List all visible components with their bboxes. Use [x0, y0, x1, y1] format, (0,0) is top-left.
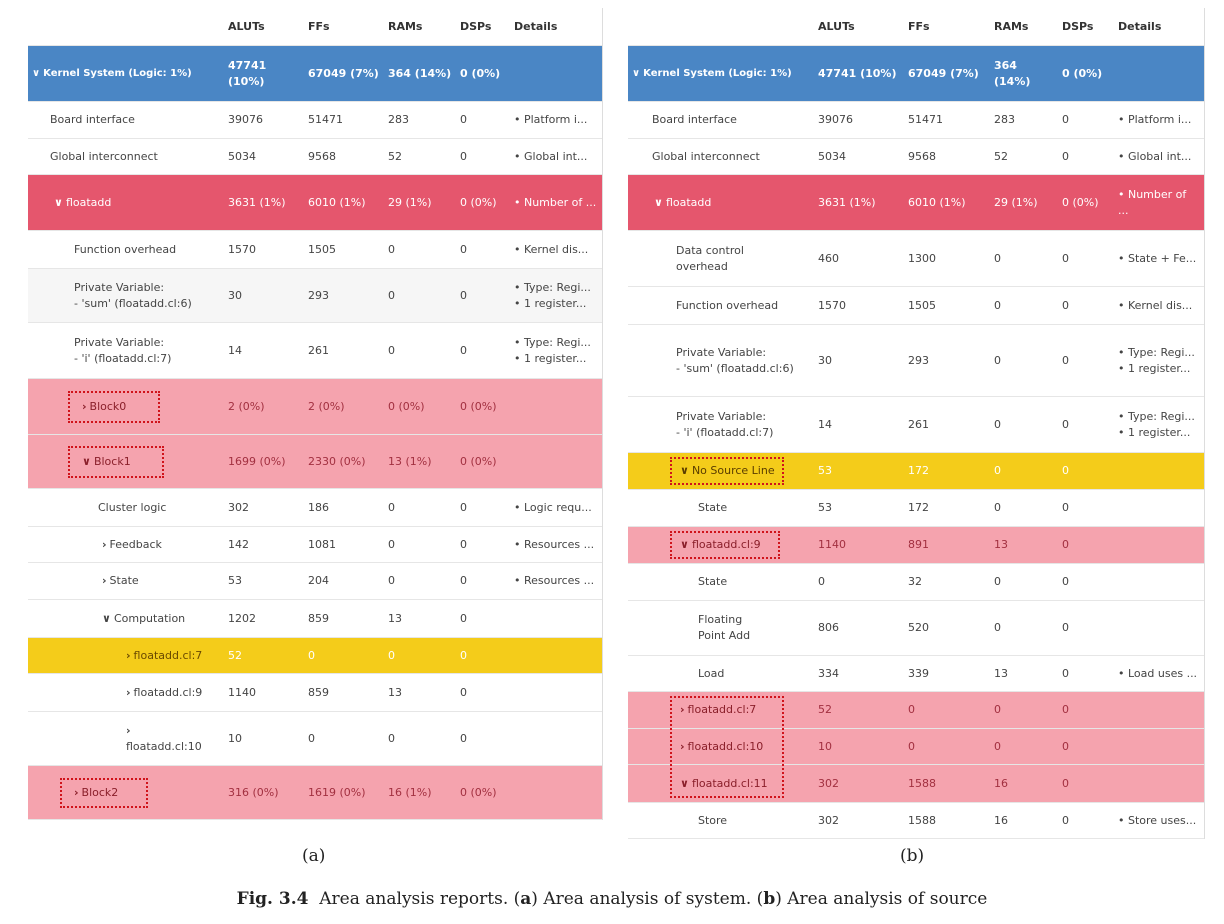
table-row[interactable]: State 53 172 0 0 — [628, 490, 1204, 527]
table-row[interactable]: Cluster logic 302 186 0 0 • Logic requ..… — [28, 489, 602, 527]
chevron-down-icon[interactable]: ∨ — [32, 67, 41, 79]
area-report-system: ALUTs FFs RAMs DSPs Details ∨ Kernel Syst… — [28, 8, 603, 820]
chevron-down-icon[interactable]: ∨ — [54, 195, 63, 209]
highlight-box — [60, 778, 148, 808]
chevron-down-icon[interactable]: ∨ — [680, 464, 689, 477]
table-row[interactable]: Global interconnect 5034 9568 52 0 • Glo… — [628, 139, 1204, 175]
table-row[interactable]: Global interconnect 5034 9568 52 0 • Glo… — [28, 139, 602, 175]
table-row[interactable]: State 0 32 0 0 — [628, 564, 1204, 601]
table-row[interactable]: Private Variable: - 'i' (floatadd.cl:7) … — [28, 323, 602, 379]
table-row[interactable]: › floatadd.cl:10 10 0 0 0 — [628, 729, 1204, 765]
table-row[interactable]: ∨ floatadd.cl:11 302 1588 16 0 — [628, 765, 1204, 803]
chevron-right-icon[interactable]: › — [82, 399, 87, 413]
chevron-down-icon[interactable]: ∨ — [102, 611, 111, 625]
chevron-right-icon[interactable]: › — [126, 648, 131, 662]
chevron-right-icon[interactable]: › — [102, 574, 107, 587]
table-row[interactable]: ∨ Kernel System (Logic: 1%) 47741 (10%) 6… — [28, 46, 602, 102]
header-rams: RAMs — [388, 19, 423, 33]
table-row[interactable]: ∨ Block1 1699 (0%) 2330 (0%) 13 (1%) 0 (0… — [28, 435, 602, 489]
table-row[interactable]: Board interface 39076 51471 283 0 • Plat… — [628, 102, 1204, 139]
table-row[interactable]: Private Variable: - 'i' (floatadd.cl:7) … — [628, 397, 1204, 453]
table-header: ALUTs FFs RAMs DSPs Details — [628, 8, 1204, 46]
subfigure-label-b: (b) — [900, 846, 925, 866]
chevron-right-icon[interactable]: › — [126, 723, 131, 737]
chevron-right-icon[interactable]: › — [680, 703, 685, 716]
table-row[interactable]: › floatadd.cl:10 10 0 0 0 — [28, 712, 602, 766]
table-row[interactable]: › Block0 2 (0%) 2 (0%) 0 (0%) 0 (0%) — [28, 379, 602, 435]
header-aluts: ALUTs — [818, 19, 855, 33]
header-details: Details — [514, 19, 558, 33]
highlight-box — [68, 391, 160, 423]
header-dsps: DSPs — [460, 19, 492, 33]
chevron-right-icon[interactable]: › — [680, 739, 685, 753]
header-rams: RAMs — [994, 19, 1029, 33]
chevron-down-icon[interactable]: ∨ — [82, 454, 91, 468]
table-row[interactable]: Load 334 339 13 0 • Load uses ... — [628, 656, 1204, 692]
table-row[interactable]: Function overhead 1570 1505 0 0 • Kernel… — [628, 287, 1204, 325]
chevron-right-icon[interactable]: › — [74, 785, 79, 799]
table-row[interactable]: ∨ floatadd 3631 (1%) 6010 (1%) 29 (1%) 0 … — [628, 175, 1204, 231]
chevron-down-icon[interactable]: ∨ — [654, 195, 663, 209]
table-row[interactable]: Private Variable: - 'sum' (floatadd.cl:6… — [28, 269, 602, 323]
table-row[interactable]: ∨ floatadd 3631 (1%) 6010 (1%) 29 (1%) 0 … — [28, 175, 602, 231]
figure-caption: Fig. 3.4 Area analysis reports. (a) Area… — [236, 889, 988, 909]
header-dsps: DSPs — [1062, 19, 1094, 33]
table-row[interactable]: ∨ No Source Line 53 172 0 0 — [628, 453, 1204, 490]
table-row[interactable]: Floating Point Add 806 520 0 0 — [628, 601, 1204, 656]
subfigure-label-a: (a) — [302, 846, 326, 866]
area-report-source: ALUTs FFs RAMs DSPs Details ∨ Kernel Syst… — [628, 8, 1205, 839]
table-row[interactable]: Data control overhead 460 1300 0 0 • Sta… — [628, 231, 1204, 287]
chevron-down-icon[interactable]: ∨ — [632, 67, 641, 79]
table-row[interactable]: ∨ Computation 1202 859 13 0 — [28, 600, 602, 638]
highlight-group: › floatadd.cl:7 52 0 0 0 › floatadd.cl:10 … — [628, 692, 1204, 803]
header-ffs: FFs — [908, 19, 930, 33]
table-row[interactable]: › floatadd.cl:9 1140 859 13 0 — [28, 674, 602, 712]
table-row[interactable]: Store 302 1588 16 0 • Store uses... — [628, 803, 1204, 839]
chevron-right-icon[interactable]: › — [102, 537, 107, 551]
header-details: Details — [1118, 19, 1162, 33]
chevron-right-icon[interactable]: › — [126, 685, 131, 699]
chevron-down-icon[interactable]: ∨ — [680, 538, 689, 551]
table-row[interactable]: Private Variable: - 'sum' (floatadd.cl:6… — [628, 325, 1204, 397]
table-row[interactable]: Function overhead 1570 1505 0 0 • Kernel… — [28, 231, 602, 269]
highlight-box — [670, 696, 784, 798]
table-row[interactable]: › Feedback 142 1081 0 0 • Resources ... — [28, 527, 602, 563]
header-aluts: ALUTs — [228, 19, 265, 33]
highlight-box — [670, 531, 780, 559]
table-row[interactable]: › floatadd.cl:7 52 0 0 0 — [28, 638, 602, 674]
header-ffs: FFs — [308, 19, 330, 33]
chevron-down-icon[interactable]: ∨ — [680, 776, 689, 790]
figure-number: Fig. 3.4 — [236, 889, 309, 909]
table-row[interactable]: › Block2 316 (0%) 1619 (0%) 16 (1%) 0 (0%… — [28, 766, 602, 820]
table-header: ALUTs FFs RAMs DSPs Details — [28, 8, 602, 46]
highlight-box — [670, 457, 784, 485]
table-row[interactable]: ∨ floatadd.cl:9 1140 891 13 0 — [628, 527, 1204, 564]
table-row[interactable]: › State 53 204 0 0 • Resources ... — [28, 563, 602, 600]
table-row[interactable]: ∨ Kernel System (Logic: 1%) 47741 (10%) 6… — [628, 46, 1204, 102]
highlight-box — [68, 446, 164, 478]
table-row[interactable]: › floatadd.cl:7 52 0 0 0 — [628, 692, 1204, 729]
table-row[interactable]: Board interface 39076 51471 283 0 • Plat… — [28, 102, 602, 139]
